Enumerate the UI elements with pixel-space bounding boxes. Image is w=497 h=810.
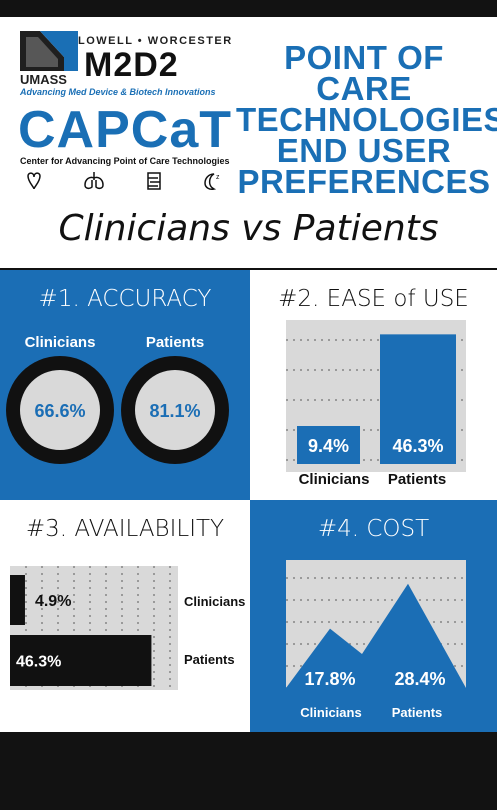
infographic-title: POINT OF CARE TECHNOLOGIES END USER PREF… <box>236 39 497 200</box>
availability-value-patients: 46.3% <box>16 654 61 671</box>
title-line-3: END USER <box>276 132 452 169</box>
cost-title: #4. COST <box>317 516 430 542</box>
availability-category-clinicians: Clinicians <box>184 594 245 609</box>
cost-value-patients: 28.4% <box>394 669 445 689</box>
lungs-icon <box>84 172 104 190</box>
cost-category-clinicians: Clinicians <box>300 705 361 720</box>
bottom-black-bar <box>0 732 497 810</box>
cost-category-patients: Patients <box>392 705 443 720</box>
top-black-bar <box>0 0 497 17</box>
availability-category-patients: Patients <box>184 652 235 667</box>
ease-bar-patients <box>380 334 456 464</box>
availability-title: #3. AVAILABILITY <box>25 516 225 542</box>
accuracy-label-clinicians: Clinicians <box>25 334 96 351</box>
ease-category-clinicians: Clinicians <box>299 471 370 488</box>
accuracy-title: #1. ACCURACY <box>38 286 212 312</box>
header-panel <box>0 17 497 269</box>
ease-of-use-bar-chart: 9.4% 46.3% Clinicians Patients <box>286 320 466 488</box>
cost-panel: #4. COST 17.8% 28.4% Clinicians Patients <box>250 500 497 732</box>
title-line-2: TECHNOLOGIES <box>236 101 497 138</box>
organ-icons: z <box>27 172 220 190</box>
accuracy-value-patients: 81.1% <box>149 401 200 421</box>
logo-umass: UMASS <box>20 72 67 87</box>
accuracy-value-clinicians: 66.6% <box>34 401 85 421</box>
ease-value-clinicians: 9.4% <box>308 436 349 456</box>
title-line-1: POINT OF CARE <box>284 39 444 107</box>
cost-area-shape <box>286 583 466 704</box>
intestine-icon <box>147 172 161 190</box>
ease-of-use-panel: #2. EASE of USE 9.4% 46.3% Clinicians Pat… <box>250 270 497 500</box>
accuracy-inner-patients <box>135 370 215 450</box>
availability-panel: #3. AVAILABILITY 4.9% 46.3% Clinicians Pa… <box>0 500 250 732</box>
ease-of-use-title: #2. EASE of USE <box>278 286 469 312</box>
sleep-moon-icon: z <box>204 173 220 190</box>
umass-m2d2-logo-mark <box>20 31 78 71</box>
availability-bar-chart: 4.9% 46.3% Clinicians Patients <box>10 566 245 690</box>
logo-capcat: CAPCaT <box>18 101 233 159</box>
ease-category-patients: Patients <box>388 471 446 488</box>
logo-lowell-worcester: LOWELL • WORCESTER <box>78 35 233 47</box>
logo-capcat-tagline: Center for Advancing Point of Care Techn… <box>20 156 230 166</box>
logo-m2d2-tagline: Advancing Med Device & Biotech Innovatio… <box>20 87 216 97</box>
cost-value-clinicians: 17.8% <box>304 669 355 689</box>
availability-bar-clinicians <box>10 575 25 625</box>
accuracy-panel: #1. ACCURACY Clinicians Patients 66.6% 8… <box>0 270 250 500</box>
heart-icon <box>27 172 41 190</box>
ease-bar-clinicians <box>297 426 360 464</box>
title-line-4: PREFERENCES <box>237 163 491 200</box>
accuracy-inner-clinicians <box>20 370 100 450</box>
accuracy-label-patients: Patients <box>146 334 204 351</box>
header-divider <box>0 268 497 270</box>
ease-value-patients: 46.3% <box>392 436 443 456</box>
availability-value-clinicians: 4.9% <box>35 593 71 610</box>
cost-area-chart: 17.8% 28.4% Clinicians Patients <box>286 560 466 720</box>
availability-bar-patients <box>10 635 152 686</box>
accuracy-donut-chart: Clinicians Patients 66.6% 81.1% <box>6 334 229 464</box>
infographic-subtitle: Clinicians vs Patients <box>58 208 439 249</box>
svg-text:z: z <box>216 174 220 181</box>
logo-m2d2-wordmark: M2D2 <box>84 46 179 84</box>
